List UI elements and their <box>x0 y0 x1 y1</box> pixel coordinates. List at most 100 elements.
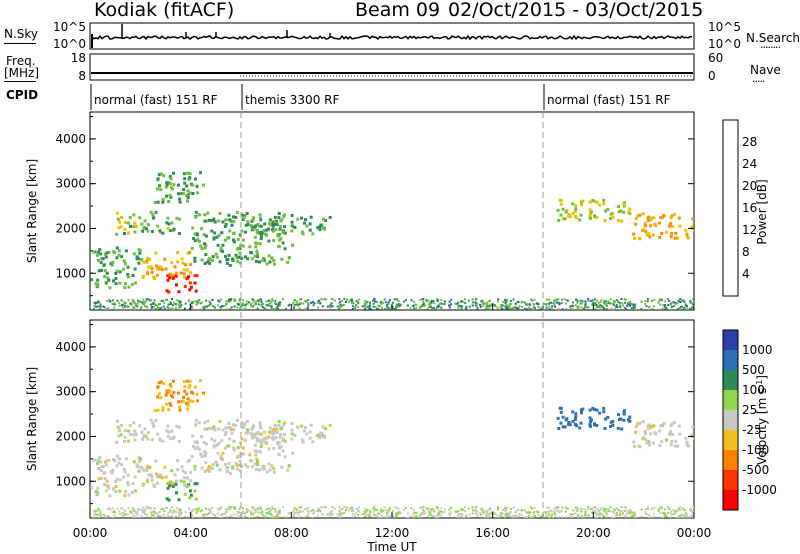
power-cell <box>377 304 380 307</box>
velocity-cell <box>302 510 305 513</box>
velocity-cell <box>146 480 150 484</box>
power-cell <box>448 304 450 307</box>
velocity-cell <box>553 511 556 514</box>
power-cell <box>117 253 121 257</box>
power-cell <box>248 309 251 310</box>
velocity-cell <box>188 489 192 493</box>
power-cell <box>127 299 130 302</box>
power-cell <box>152 216 156 220</box>
power-cell <box>316 226 320 230</box>
velocity-cell <box>620 427 624 431</box>
power-cell <box>378 305 381 307</box>
velocity-cell <box>565 507 568 510</box>
velocity-cell <box>164 393 168 397</box>
power-cell <box>476 302 479 305</box>
power-cell <box>133 301 136 304</box>
power-cell <box>218 260 222 264</box>
velocity-cell <box>605 511 608 514</box>
power-cell <box>290 220 294 224</box>
power-cell <box>150 299 153 302</box>
velocity-cell <box>670 510 673 513</box>
velocity-cell <box>574 512 577 515</box>
velocity-cell <box>397 513 400 516</box>
velocity-cell <box>406 512 409 515</box>
power-cell <box>149 210 153 214</box>
velocity-cell <box>271 432 275 436</box>
power-cell <box>506 298 509 301</box>
velocity-cell <box>343 511 345 514</box>
velocity-cell <box>103 483 107 487</box>
power-cell <box>261 306 264 308</box>
power-cell <box>113 302 116 305</box>
power-cell <box>142 260 146 264</box>
power-cell <box>166 227 170 230</box>
velocity-cell <box>512 515 515 518</box>
velocity-cell <box>118 478 122 482</box>
velocity-cell <box>259 440 263 444</box>
velocity-cell <box>479 511 482 514</box>
velocity-cell <box>683 514 686 517</box>
power-cell <box>146 270 149 274</box>
velocity-cell <box>180 511 183 514</box>
velocity-cell <box>496 514 499 517</box>
velocity-cell <box>543 510 546 513</box>
power-cell <box>190 301 193 304</box>
power-cell <box>691 306 694 308</box>
power-cell <box>104 255 108 259</box>
velocity-cell <box>638 445 642 449</box>
power-cell <box>244 223 248 227</box>
velocity-cell <box>606 415 610 419</box>
power-cell <box>436 305 439 308</box>
velocity-cell <box>97 458 101 462</box>
velocity-cell <box>366 513 369 516</box>
velocity-cell <box>267 447 271 451</box>
power-cell <box>177 192 180 196</box>
velocity-cell <box>691 511 694 514</box>
velocity-cell <box>441 510 443 513</box>
power-cell <box>565 299 568 302</box>
velocity-cell <box>530 506 532 509</box>
power-cell <box>144 301 146 304</box>
velocity-cell <box>406 516 408 518</box>
power-cell <box>685 232 689 236</box>
power-cell <box>160 300 163 303</box>
power-cell <box>616 306 619 309</box>
velocity-cell <box>228 426 232 430</box>
power-cell <box>199 302 202 305</box>
power-cell <box>345 301 347 303</box>
power-cell <box>200 258 204 262</box>
velocity-cell <box>261 467 265 471</box>
power-cell <box>321 217 325 221</box>
power-cell <box>399 303 402 306</box>
power-cell <box>600 299 603 302</box>
velocity-cell <box>180 465 184 469</box>
power-cell <box>467 299 470 302</box>
velocity-cell <box>121 512 123 515</box>
power-cell <box>180 192 184 196</box>
velocity-cell <box>279 427 283 431</box>
velocity-cell <box>127 513 130 516</box>
velocity-cell <box>201 514 204 517</box>
power-cell <box>253 303 256 306</box>
power-cell <box>259 299 261 302</box>
velocity-cell <box>615 513 617 516</box>
velocity-cell <box>320 506 323 509</box>
power-cell <box>605 309 608 310</box>
power-cell <box>561 298 564 301</box>
power-cell <box>679 301 682 303</box>
velocity-cell <box>269 512 272 515</box>
power-cell <box>366 305 369 308</box>
velocity-cell <box>127 429 130 433</box>
power-cell <box>471 301 474 304</box>
power-cell <box>602 198 606 202</box>
velocity-cell <box>378 513 381 515</box>
velocity-cell <box>584 510 587 513</box>
velocity-cell <box>152 513 155 516</box>
power-cell <box>450 298 453 301</box>
velocity-cell <box>672 509 675 512</box>
power-cell <box>500 305 503 307</box>
power-cell <box>230 298 232 301</box>
velocity-cell <box>651 441 655 445</box>
power-cell <box>581 199 585 203</box>
velocity-cell <box>429 512 432 515</box>
